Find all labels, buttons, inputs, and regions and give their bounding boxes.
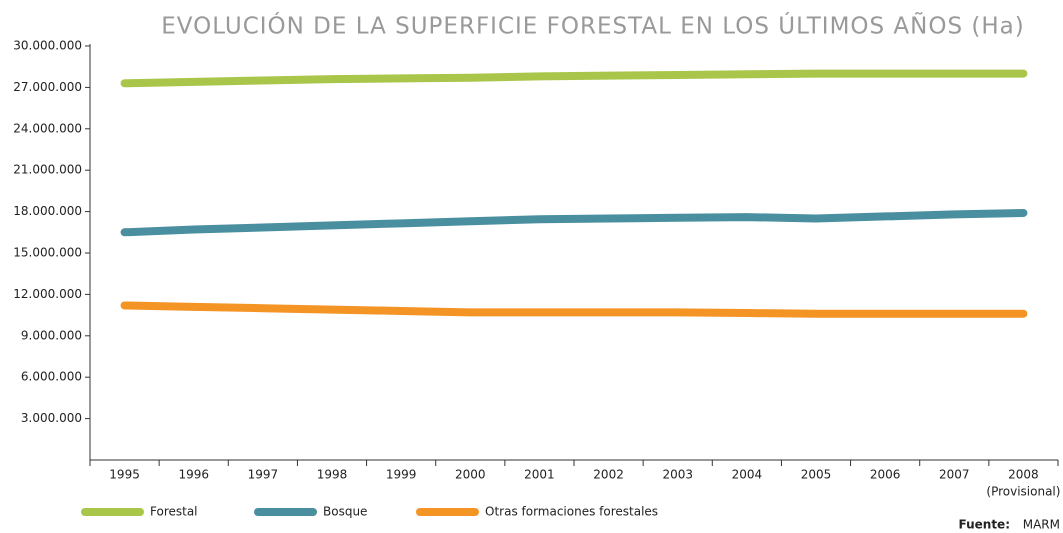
y-tick-label: 3.000.000 [21,411,82,425]
y-tick-label: 18.000.000 [13,204,82,218]
x-tick-label: 2003 [662,468,693,482]
x-tick-label: 2006 [870,468,901,482]
legend-label: Otras formaciones forestales [485,505,658,519]
series-line [120,208,1028,237]
x-tick-label: 2007 [939,468,970,482]
y-tick-label: 21.000.000 [13,163,82,177]
x-tick-label: 1995 [109,468,140,482]
x-tick-label: 1998 [317,468,348,482]
x-tick-label: 2001 [524,468,555,482]
y-tick-label: 12.000.000 [13,287,82,301]
x-tick-label: 2008 [1008,468,1039,482]
x-tick-label: 1999 [386,468,417,482]
y-tick-label: 24.000.000 [13,121,82,135]
source-label: Fuente: [959,518,1011,532]
x-tick-label: 2005 [801,468,832,482]
x-tick-label: 2002 [593,468,624,482]
legend-label: Bosque [323,505,367,519]
chart-title: EVOLUCIÓN DE LA SUPERFICIE FORESTAL EN L… [161,12,1024,40]
x-tick-label: 1997 [248,468,279,482]
source-text: MARM [1023,518,1060,532]
y-tick-label: 6.000.000 [21,370,82,384]
y-tick-label: 30.000.000 [13,39,82,53]
x-tick-note: (Provisional) [986,485,1060,499]
series-line [120,301,1028,318]
legend-label: Forestal [150,505,198,519]
x-tick-label: 2000 [455,468,486,482]
y-tick-label: 15.000.000 [13,246,82,260]
y-tick-label: 27.000.000 [13,80,82,94]
y-tick-label: 9.000.000 [21,328,82,342]
series-line [120,69,1028,88]
x-tick-label: 2004 [732,468,763,482]
x-tick-label: 1996 [178,468,209,482]
